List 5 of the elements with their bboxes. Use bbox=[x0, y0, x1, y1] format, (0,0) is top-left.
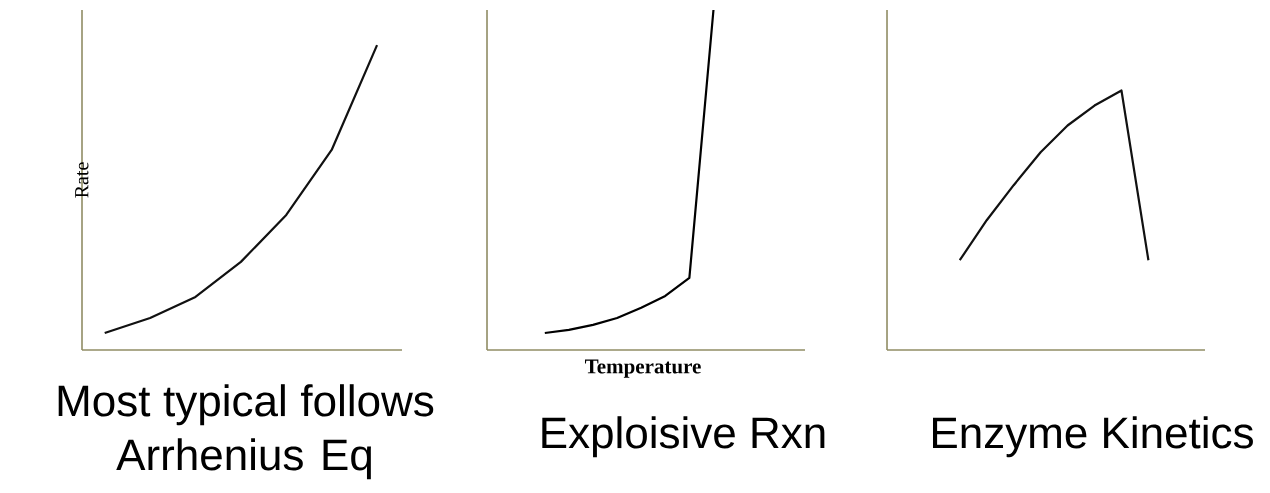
x-axis-title: Temperature bbox=[585, 359, 701, 378]
y-axis-title: Rate bbox=[75, 162, 89, 198]
text: Exploisive Rxn bbox=[542, 416, 825, 458]
text: Most typical follows Arrhenius Eq bbox=[58, 384, 434, 480]
text: Enzyme Kinetics bbox=[933, 416, 1253, 458]
